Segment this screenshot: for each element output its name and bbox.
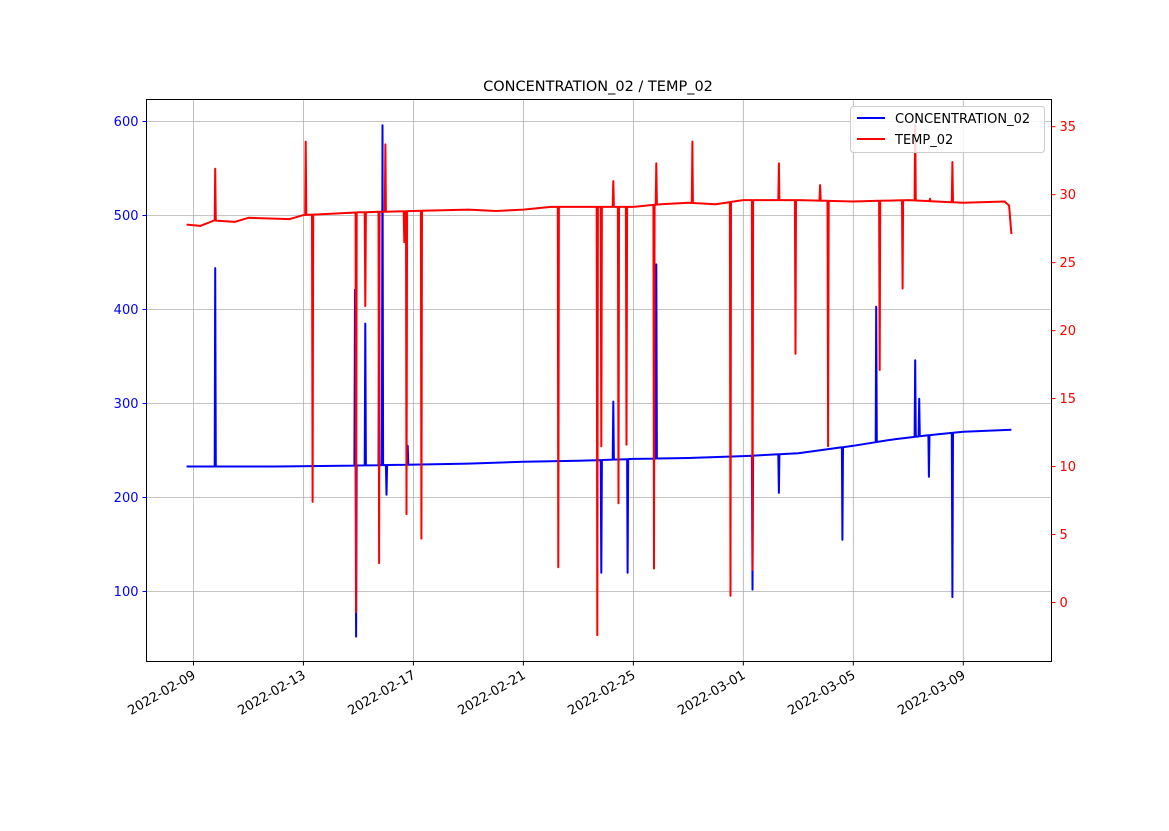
legend-label-temp: TEMP_02 xyxy=(894,133,953,148)
series-line-concentration-02 xyxy=(186,124,1012,638)
plot-area-frame xyxy=(146,99,1052,662)
y-axis-right: 0 5 10 15 20 25 30 35 xyxy=(1051,120,1077,611)
legend: CONCENTRATION_02 TEMP_02 xyxy=(850,106,1045,153)
x-tick-label: 2022-02-17 xyxy=(345,668,418,719)
y-right-tick-label: 30 xyxy=(1060,188,1077,203)
y-left-tick-label: 600 xyxy=(114,115,139,130)
y-axis-left: 100 200 300 400 500 600 xyxy=(114,115,147,600)
y-left-tick-label: 200 xyxy=(114,491,139,506)
y-right-tick-label: 5 xyxy=(1060,528,1068,543)
x-tick-label: 2022-02-25 xyxy=(565,668,638,719)
x-axis: 2022-02-09 2022-02-13 2022-02-17 2022-02-21… xyxy=(126,661,968,719)
y-left-tick-label: 100 xyxy=(114,585,139,600)
y-left-tick-label: 400 xyxy=(114,303,139,318)
x-tick-label: 2022-02-13 xyxy=(236,668,309,719)
series-lines xyxy=(186,124,1013,638)
y-right-tick-label: 35 xyxy=(1060,120,1077,135)
legend-label-concentration: CONCENTRATION_02 xyxy=(895,112,1030,127)
y-right-tick-label: 15 xyxy=(1060,392,1077,407)
x-tick-label: 2022-03-05 xyxy=(785,668,858,719)
y-right-tick-label: 10 xyxy=(1060,460,1077,475)
y-right-tick-label: 0 xyxy=(1060,596,1068,611)
x-tick-label: 2022-03-01 xyxy=(675,668,748,719)
y-left-tick-label: 500 xyxy=(114,209,139,224)
x-tick-label: 2022-03-09 xyxy=(895,668,968,719)
y-left-tick-label: 300 xyxy=(114,397,139,412)
x-tick-label: 2022-02-21 xyxy=(455,668,528,719)
y-right-tick-label: 25 xyxy=(1060,256,1077,271)
series-line-temp-02 xyxy=(186,124,1013,637)
x-tick-label: 2022-02-09 xyxy=(126,668,199,719)
y-right-tick-label: 20 xyxy=(1060,324,1077,339)
chart-title: CONCENTRATION_02 / TEMP_02 xyxy=(483,79,713,95)
